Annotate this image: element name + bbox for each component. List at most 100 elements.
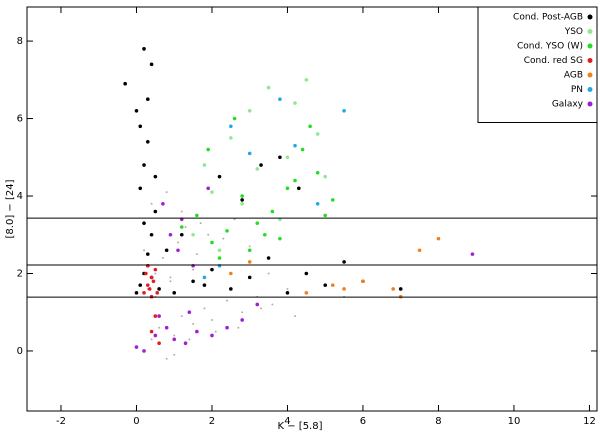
point: [255, 167, 260, 171]
point: [248, 245, 251, 248]
point: [240, 318, 244, 322]
point: [210, 240, 214, 245]
point: [144, 271, 148, 276]
point: [142, 349, 146, 353]
legend-marker: [587, 101, 593, 107]
point: [315, 201, 320, 206]
point: [229, 136, 233, 140]
point: [237, 326, 240, 329]
point: [206, 186, 210, 191]
point: [188, 338, 191, 341]
x-tick-label: 12: [583, 416, 596, 427]
point: [168, 232, 173, 237]
x-axis-label: K − [5.8]: [278, 421, 323, 432]
point: [147, 287, 152, 291]
point: [293, 143, 297, 148]
point: [145, 139, 150, 144]
point: [145, 283, 150, 287]
point: [203, 307, 206, 310]
point: [164, 248, 169, 253]
point: [123, 81, 127, 86]
point: [247, 151, 252, 156]
x-tick-label: 10: [508, 416, 521, 427]
point: [247, 109, 252, 113]
legend-marker: [587, 14, 593, 20]
point: [217, 174, 222, 179]
y-tick-label: 6: [17, 114, 23, 125]
point: [270, 209, 275, 214]
point: [176, 248, 180, 253]
point: [149, 275, 154, 280]
point: [180, 210, 183, 213]
point: [195, 213, 199, 218]
point: [342, 260, 346, 264]
point: [145, 97, 150, 101]
point: [241, 311, 244, 314]
point: [155, 291, 160, 295]
point: [191, 232, 195, 237]
point: [202, 275, 207, 280]
x-tick-label: 4: [284, 416, 290, 427]
point: [138, 124, 143, 129]
point: [278, 236, 282, 241]
point: [183, 341, 188, 346]
point: [158, 326, 161, 329]
point: [271, 303, 274, 306]
point: [294, 315, 297, 318]
point: [176, 241, 179, 244]
point: [202, 283, 207, 287]
point: [308, 124, 312, 129]
point: [195, 329, 199, 334]
point: [199, 222, 202, 225]
point: [286, 287, 289, 290]
point: [165, 191, 168, 194]
point: [285, 291, 290, 295]
point: [164, 325, 169, 330]
point: [157, 341, 161, 346]
point: [184, 226, 187, 229]
point: [342, 109, 346, 113]
legend-label: Cond. red SG: [524, 56, 583, 66]
point: [151, 279, 156, 284]
point: [210, 333, 214, 338]
point: [240, 201, 244, 206]
point: [330, 198, 335, 202]
point: [138, 283, 143, 287]
point: [259, 163, 263, 167]
y-tick-label: 2: [17, 268, 23, 279]
point: [315, 132, 320, 136]
legend-label: Cond. YSO (W): [517, 42, 583, 52]
legend-label: AGB: [564, 71, 583, 81]
point: [232, 116, 237, 121]
point: [247, 275, 252, 280]
point: [134, 291, 139, 295]
point: [240, 198, 244, 202]
point: [226, 299, 229, 302]
point: [149, 232, 154, 237]
point: [229, 124, 233, 129]
x-tick-label: -2: [56, 416, 66, 427]
point: [436, 236, 441, 241]
point: [285, 186, 290, 191]
point: [153, 314, 158, 318]
point: [134, 109, 139, 113]
point: [169, 280, 172, 283]
point: [229, 287, 233, 291]
legend-box: [477, 6, 598, 123]
point: [149, 62, 154, 67]
point: [161, 256, 164, 259]
point: [142, 221, 146, 225]
point: [142, 291, 146, 295]
point: [157, 287, 161, 291]
y-tick-label: 4: [17, 191, 23, 202]
point: [217, 248, 222, 253]
point: [417, 248, 422, 253]
legend-marker: [587, 58, 593, 63]
y-tick-label: 0: [17, 346, 23, 357]
point: [470, 252, 475, 256]
point: [323, 174, 328, 179]
point: [266, 85, 271, 90]
point: [192, 268, 195, 271]
point: [225, 325, 229, 330]
legend-label: Galaxy: [552, 100, 584, 110]
